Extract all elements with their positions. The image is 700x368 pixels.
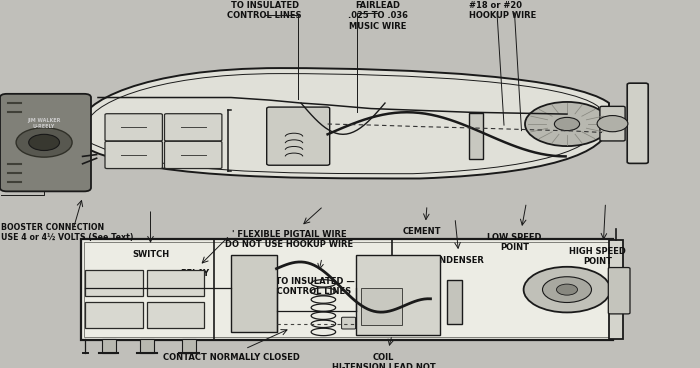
Bar — [80, 239, 612, 340]
PathPatch shape — [80, 68, 609, 178]
Bar — [140, 339, 154, 353]
Text: TO "B" BATTERY
IN POCKET: TO "B" BATTERY IN POCKET — [1, 163, 77, 182]
Text: FAIRLEAD
.025 TO .036
MUSIC WIRE: FAIRLEAD .025 TO .036 MUSIC WIRE — [348, 1, 408, 31]
Bar — [447, 280, 462, 324]
Circle shape — [16, 128, 72, 157]
Text: #18 or #20
HOOKUP WIRE: #18 or #20 HOOKUP WIRE — [469, 1, 536, 20]
Circle shape — [556, 284, 577, 295]
Text: CEMENT: CEMENT — [402, 227, 441, 236]
Text: RELAY: RELAY — [180, 269, 209, 278]
FancyBboxPatch shape — [105, 141, 162, 169]
Bar — [469, 113, 483, 159]
Bar — [102, 339, 116, 353]
FancyBboxPatch shape — [342, 317, 356, 329]
Text: SWITCH: SWITCH — [132, 250, 169, 258]
Text: CONTACT NORMALLY CLOSED: CONTACT NORMALLY CLOSED — [162, 353, 300, 361]
FancyBboxPatch shape — [0, 94, 91, 191]
Text: JIM WALKER
U-REELY: JIM WALKER U-REELY — [27, 118, 61, 129]
FancyBboxPatch shape — [164, 114, 222, 141]
Bar — [85, 302, 143, 328]
Text: BOOSTER CONNECTION
USE 4 or 4½ VOLTS (See Text): BOOSTER CONNECTION USE 4 or 4½ VOLTS (Se… — [1, 223, 134, 242]
Bar — [84, 242, 609, 337]
Bar — [147, 302, 204, 328]
Bar — [609, 240, 623, 339]
Text: COIL
HI-TENSION LEAD NOT
SHOWN: COIL HI-TENSION LEAD NOT SHOWN — [332, 353, 435, 368]
FancyBboxPatch shape — [608, 268, 630, 314]
Circle shape — [542, 277, 592, 302]
Text: LOW SPEED
POINT: LOW SPEED POINT — [487, 233, 542, 252]
Bar — [231, 255, 276, 332]
Bar — [360, 288, 402, 325]
Text: CONDENSER: CONDENSER — [427, 256, 484, 265]
FancyBboxPatch shape — [267, 107, 330, 165]
Circle shape — [524, 267, 610, 312]
Bar — [182, 339, 196, 353]
FancyBboxPatch shape — [164, 141, 222, 169]
Circle shape — [29, 134, 60, 151]
Bar — [356, 255, 440, 335]
FancyBboxPatch shape — [105, 114, 162, 141]
Circle shape — [597, 116, 628, 132]
FancyBboxPatch shape — [600, 106, 625, 141]
Circle shape — [525, 102, 609, 146]
Text: — TO INSULATED —
   CONTROL LINES: — TO INSULATED — CONTROL LINES — [264, 277, 355, 296]
Text: ' FLEXIBLE PIGTAIL WIRE
DO NOT USE HOOKUP WIRE: ' FLEXIBLE PIGTAIL WIRE DO NOT USE HOOKU… — [225, 230, 354, 250]
Text: HIGH SPEED
POINT: HIGH SPEED POINT — [569, 247, 626, 266]
FancyBboxPatch shape — [627, 83, 648, 163]
Bar — [85, 270, 143, 296]
Circle shape — [554, 117, 580, 131]
Bar — [147, 270, 204, 296]
Text: TO INSULATED
CONTROL LINES: TO INSULATED CONTROL LINES — [228, 1, 302, 20]
